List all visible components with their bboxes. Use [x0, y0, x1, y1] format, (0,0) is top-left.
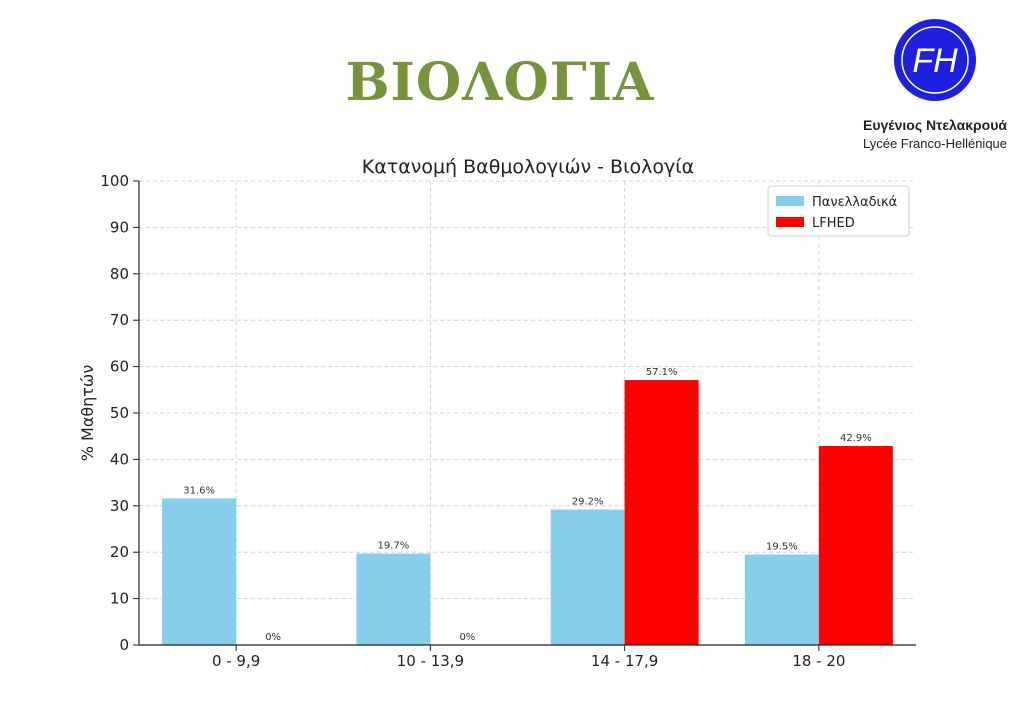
- legend-label: LFHED: [812, 216, 855, 231]
- logo-school: Lycée Franco-Hellénique: [862, 136, 1008, 151]
- bar-value-label: 0%: [265, 632, 281, 643]
- bar-value-label: 29.2%: [572, 497, 604, 508]
- y-tick-label: 80: [110, 265, 129, 283]
- bar-value-label: 42.9%: [840, 433, 872, 444]
- chart-bars: [162, 380, 893, 645]
- y-tick-label: 40: [110, 450, 129, 468]
- logo-name: Ευγένιος Ντελακρουά: [863, 117, 1007, 133]
- bar-value-label: 57.1%: [646, 367, 678, 378]
- chart-title: Κατανομή Βαθμολογιών - Βιολογία: [362, 156, 694, 178]
- bar: [744, 554, 819, 645]
- bar-value-label: 19.5%: [766, 542, 798, 553]
- logo-monogram: FH: [912, 42, 958, 80]
- y-tick-label: 60: [110, 358, 129, 376]
- page-title: ΒΙΟΛΟΓΙΑ: [345, 52, 655, 113]
- y-tick-label: 30: [110, 497, 129, 515]
- chart-grid: [139, 180, 916, 645]
- y-tick-label: 100: [100, 172, 129, 190]
- bar-value-label: 19.7%: [377, 541, 409, 552]
- legend-swatch: [776, 196, 804, 206]
- y-tick-label: 70: [110, 311, 129, 329]
- x-tick-label: 0 - 9,9: [212, 652, 260, 670]
- bar: [356, 553, 431, 645]
- chart-bar-labels: 31.6% 0% 19.7% 0% 29.2% 57.1% 19.5% 42.9%: [183, 367, 872, 643]
- y-tick-label: 90: [110, 218, 129, 236]
- y-axis-label: % Μαθητών: [78, 365, 97, 462]
- chart-ticks: 0 10 20 30 40 50 60 70 80 90 100 0 - 9,9 10 - 13,9 14…: [100, 172, 845, 670]
- y-tick-label: 10: [110, 590, 129, 608]
- bar: [550, 509, 625, 645]
- x-tick-label: 10 - 13,9: [397, 652, 464, 670]
- school-logo-icon: FH: [894, 19, 976, 101]
- bar-value-label: 31.6%: [183, 485, 215, 496]
- legend-label: Πανελλαδικά: [812, 195, 897, 210]
- x-tick-label: 14 - 17,9: [591, 652, 658, 670]
- bar: [818, 445, 893, 645]
- bar: [162, 498, 237, 645]
- y-tick-label: 20: [110, 543, 129, 561]
- y-tick-label: 0: [119, 636, 129, 654]
- bar: [624, 380, 699, 645]
- x-tick-label: 18 - 20: [792, 652, 845, 670]
- y-tick-label: 50: [110, 404, 129, 422]
- bar-value-label: 0%: [459, 632, 475, 643]
- legend-swatch: [776, 217, 804, 227]
- chart-legend: Πανελλαδικά LFHED: [767, 185, 910, 237]
